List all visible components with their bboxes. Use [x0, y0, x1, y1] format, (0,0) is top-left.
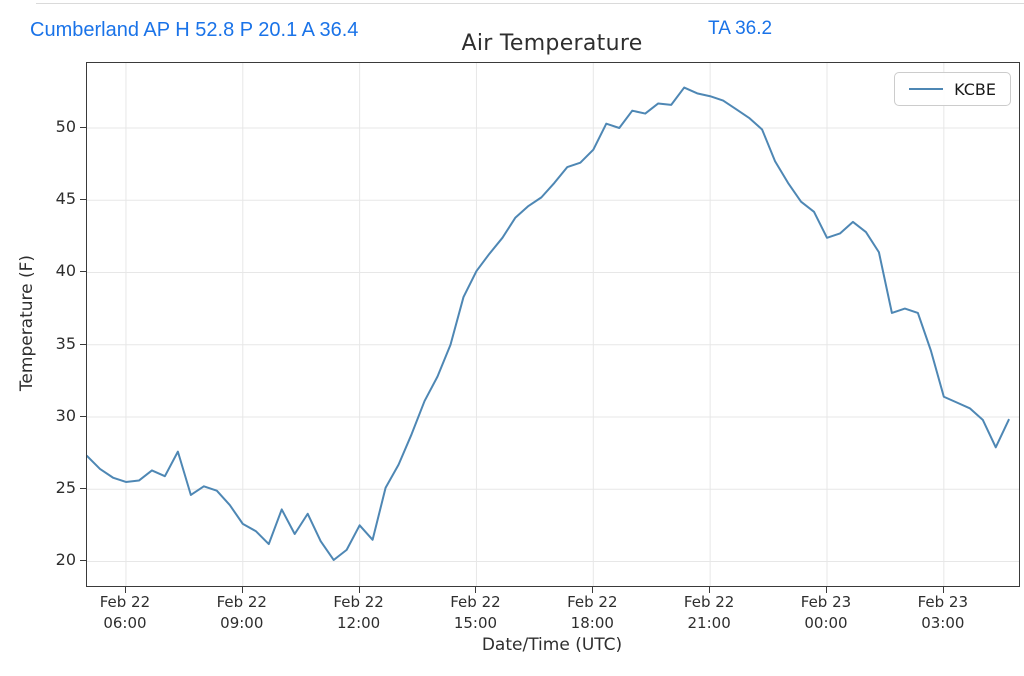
- x-tick-mark: [825, 587, 827, 593]
- chart-title: Air Temperature: [461, 31, 643, 56]
- y-tick-mark: [80, 415, 86, 417]
- x-axis-label: Date/Time (UTC): [481, 635, 623, 655]
- temperature-line-chart: [87, 63, 1019, 586]
- x-tick-label: Feb 23 03:00: [917, 593, 969, 632]
- top-divider: [36, 3, 1024, 4]
- x-tick-label: Feb 22 18:00: [567, 593, 618, 632]
- x-tick-label: Feb 22 09:00: [216, 593, 267, 632]
- x-tick-mark: [241, 587, 243, 593]
- y-tick-mark: [80, 560, 86, 562]
- legend-line-sample: [909, 88, 944, 90]
- station-summary-text: Cumberland AP H 52.8 P 20.1 A 36.4: [30, 19, 359, 41]
- x-tick-mark: [942, 587, 944, 593]
- y-tick-mark: [80, 199, 86, 201]
- legend: KCBE: [894, 72, 1011, 106]
- legend-series-label: KCBE: [954, 79, 996, 99]
- x-tick-label: Feb 23 00:00: [800, 593, 852, 632]
- y-tick-label: 50: [55, 117, 76, 136]
- x-tick-mark: [709, 587, 711, 593]
- plot-area: KCBE: [86, 62, 1020, 587]
- temperature-series-line: [87, 86, 1010, 561]
- x-tick-label: Feb 22 15:00: [450, 593, 501, 632]
- y-tick-label: 35: [55, 333, 76, 353]
- x-tick-mark: [124, 587, 126, 593]
- y-tick-label: 40: [55, 261, 76, 281]
- x-tick-mark: [475, 587, 477, 593]
- y-tick-label: 45: [55, 189, 76, 209]
- y-tick-mark: [80, 343, 86, 345]
- y-tick-label: 25: [55, 478, 76, 498]
- x-tick-label: Feb 22 21:00: [683, 593, 735, 632]
- y-tick-mark: [80, 271, 86, 273]
- x-tick-mark: [358, 587, 360, 593]
- x-tick-mark: [592, 587, 594, 593]
- y-tick-label: 20: [55, 550, 76, 570]
- y-tick-mark: [80, 488, 86, 490]
- x-tick-label: Feb 22 12:00: [333, 593, 384, 632]
- current-temperature-readout: TA 36.2: [708, 18, 773, 39]
- y-tick-label: 30: [55, 405, 76, 425]
- y-tick-mark: [80, 127, 86, 128]
- x-tick-label: Feb 22 06:00: [99, 593, 151, 632]
